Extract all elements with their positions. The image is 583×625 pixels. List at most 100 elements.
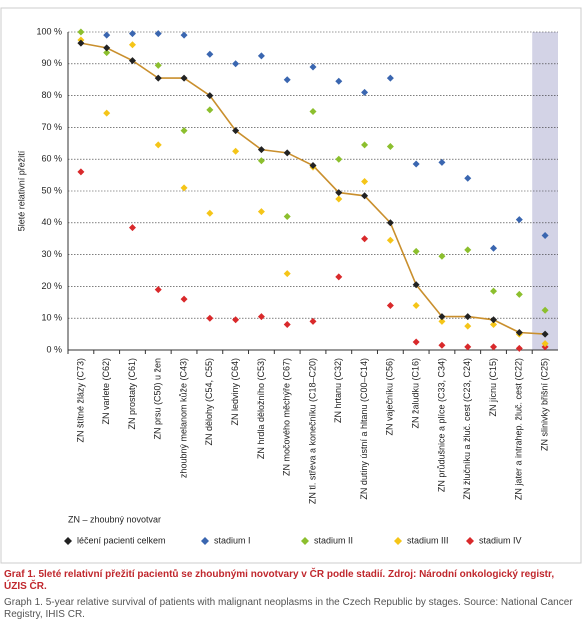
point xyxy=(206,209,214,217)
point xyxy=(335,273,343,281)
point xyxy=(515,216,523,224)
point xyxy=(283,76,291,84)
point xyxy=(283,149,291,157)
point xyxy=(309,162,317,170)
chart: 5leté relativní přežití ZN – zhoubný nov… xyxy=(0,7,582,564)
x-tick-label: ZN varlete (C62) xyxy=(101,358,111,425)
legend-marker xyxy=(201,537,209,545)
point xyxy=(77,28,85,36)
point xyxy=(386,74,394,82)
point xyxy=(438,317,446,325)
x-tick-label: ZN jater a intrahep. žluč. cest (C22) xyxy=(514,358,524,500)
legend-marker xyxy=(394,537,402,545)
point xyxy=(464,313,472,321)
point xyxy=(412,160,420,168)
point xyxy=(412,301,420,309)
point xyxy=(128,41,136,49)
point xyxy=(464,343,472,351)
point xyxy=(515,344,523,352)
x-tick-label: ZN hrdla děložního (C53) xyxy=(256,358,266,459)
point xyxy=(154,74,162,82)
point xyxy=(232,127,240,135)
legend-label: stadium II xyxy=(314,535,353,545)
y-tick-label: 40 % xyxy=(41,217,62,227)
point xyxy=(361,235,369,243)
x-tick-label: ZN prsu (C50) u žen xyxy=(153,358,163,440)
x-tick-label: ZN dělohy (C54, C55) xyxy=(204,358,214,446)
point xyxy=(361,192,369,200)
point xyxy=(180,184,188,192)
point xyxy=(464,246,472,254)
point xyxy=(335,195,343,203)
point xyxy=(206,106,214,114)
point xyxy=(386,236,394,244)
point xyxy=(257,146,265,154)
point xyxy=(283,270,291,278)
legend-label: stadium IV xyxy=(479,535,522,545)
y-tick-label: 100 % xyxy=(36,26,62,36)
point xyxy=(361,177,369,185)
total-line xyxy=(80,42,546,335)
x-tick-label: ZN močového měchýře (C67) xyxy=(282,358,292,476)
point xyxy=(335,155,343,163)
x-tick-label: ZN žlučníku a žluč. cest (C23, C24) xyxy=(462,358,472,500)
point xyxy=(154,30,162,38)
legend-marker xyxy=(64,537,72,545)
y-tick-label: 50 % xyxy=(41,185,62,195)
point xyxy=(438,313,446,321)
point xyxy=(515,290,523,298)
x-tick-label: ZN jícnu (C15) xyxy=(488,358,498,417)
point xyxy=(412,338,420,346)
point xyxy=(464,174,472,182)
caption-czech: Graf 1. 5leté relativní přežití pacientů… xyxy=(4,569,555,592)
y-tick-label: 10 % xyxy=(41,313,62,323)
point xyxy=(541,306,549,314)
legend-marker xyxy=(466,537,474,545)
point xyxy=(128,57,136,65)
point xyxy=(464,322,472,330)
point xyxy=(257,157,265,165)
point xyxy=(438,341,446,349)
point xyxy=(309,108,317,115)
point xyxy=(232,147,240,155)
point xyxy=(154,61,162,69)
point xyxy=(154,286,162,294)
point xyxy=(361,88,369,96)
y-tick-label: 20 % xyxy=(41,281,62,291)
point xyxy=(103,109,111,117)
x-tick-label: ZN průdušnice a plíce (C33, C34) xyxy=(436,358,446,492)
y-tick-label: 30 % xyxy=(41,249,62,259)
x-tick-label: ZN dutiny ústní a hltanu (C00–C14) xyxy=(359,358,369,500)
point xyxy=(386,301,394,309)
legend-label: stadium III xyxy=(407,535,449,545)
point xyxy=(335,77,343,85)
point xyxy=(180,295,188,303)
point xyxy=(541,340,549,348)
point xyxy=(128,224,136,232)
point xyxy=(515,329,523,337)
y-axis-label: 5leté relativní přežití xyxy=(16,150,26,231)
x-tick-label: ZN tl. střeva a konečníku (C18–C20) xyxy=(307,358,317,504)
point xyxy=(103,49,111,57)
note: ZN – zhoubný novotvar xyxy=(68,514,161,524)
point xyxy=(283,321,291,329)
point xyxy=(77,39,85,47)
point xyxy=(438,252,446,260)
y-tick-label: 90 % xyxy=(41,58,62,68)
point xyxy=(309,317,317,325)
point xyxy=(103,44,111,52)
point xyxy=(412,281,420,289)
point xyxy=(180,31,188,39)
y-tick-label: 70 % xyxy=(41,122,62,132)
point xyxy=(77,168,85,176)
point xyxy=(206,50,214,58)
x-tick-label: ZN štítné žlázy (C73) xyxy=(75,358,85,443)
y-tick-label: 80 % xyxy=(41,90,62,100)
point xyxy=(361,141,369,149)
point xyxy=(335,189,343,197)
point xyxy=(128,30,136,38)
point xyxy=(257,208,265,216)
point xyxy=(541,232,549,240)
legend-marker xyxy=(301,537,309,545)
